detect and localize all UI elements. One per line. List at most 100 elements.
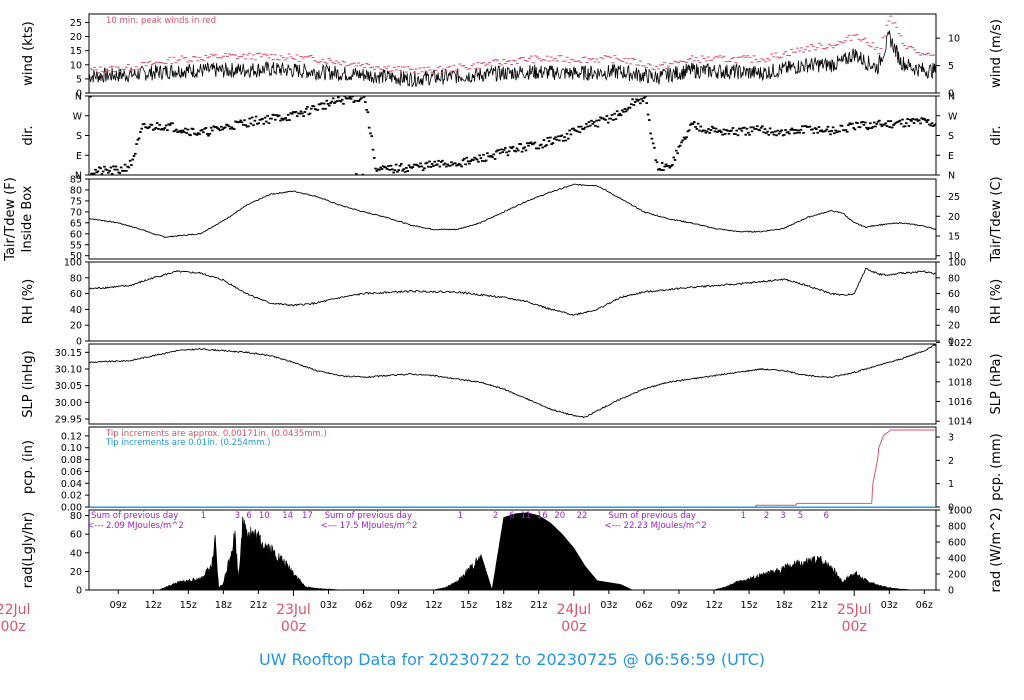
dir-point <box>796 132 799 134</box>
pcp-left-tick-label: 0.02 <box>61 491 82 502</box>
dir-point <box>498 149 501 151</box>
day-label-time: 00z <box>842 619 867 635</box>
time-tick-label: 15z <box>180 600 197 611</box>
dir-point <box>485 160 488 162</box>
panel-dir: NESWNNESWNdir. dir. <box>21 92 1004 182</box>
dir-point <box>171 122 174 124</box>
panel-rh: 020406080100020406080100RH (%) RH (%) <box>21 258 1004 348</box>
time-tick-label: 18z <box>776 600 793 611</box>
dir-point <box>908 125 911 127</box>
dir-point <box>728 133 731 135</box>
dir-point <box>251 117 254 119</box>
dir-point <box>169 124 172 126</box>
slp-left-tick-label: 29.95 <box>55 415 82 426</box>
dir-point <box>710 129 713 131</box>
rad-hour-mark: 14 <box>282 511 293 521</box>
dir-point <box>561 135 564 137</box>
dir-point <box>631 98 634 100</box>
dir-point <box>134 153 137 155</box>
dir-point <box>192 128 195 130</box>
dir-point <box>302 115 305 117</box>
dir-point <box>381 168 384 170</box>
dir-point <box>233 128 236 130</box>
dir-point <box>358 100 361 102</box>
dir-point <box>477 161 480 163</box>
time-tick-label: 18z <box>495 600 512 611</box>
dir-point <box>430 166 433 168</box>
dir-point <box>624 108 627 110</box>
dir-point <box>301 113 304 115</box>
dir-point <box>620 114 623 116</box>
wind-left-tick-label: 15 <box>70 46 82 57</box>
dir-point <box>746 128 749 130</box>
dir-point <box>863 124 866 126</box>
dir-point <box>298 113 301 115</box>
dir-point <box>397 169 400 171</box>
dir-point <box>886 125 889 127</box>
dir-point <box>514 151 517 153</box>
dir-point <box>816 132 819 134</box>
dir-point <box>674 159 677 161</box>
rh-plot <box>89 268 936 315</box>
dir-point <box>243 119 246 121</box>
dir-point <box>652 142 655 144</box>
dir-point <box>693 121 696 123</box>
dir-point <box>482 154 485 156</box>
dir-point <box>328 105 331 107</box>
temp-right-tick-label: 25 <box>948 192 960 203</box>
dir-point <box>890 120 893 122</box>
dir-point <box>845 129 848 131</box>
dir-point <box>787 131 790 133</box>
dir-point <box>219 129 222 131</box>
rad-right-tick-label: 800 <box>948 522 966 533</box>
dir-point <box>373 157 376 159</box>
dir-point <box>158 124 161 126</box>
dir-point <box>675 150 678 152</box>
dir-point <box>813 132 816 134</box>
rad-hour-mark: 1 <box>458 511 463 521</box>
dir-point <box>406 170 409 172</box>
dir-point <box>802 132 805 134</box>
wind-ylabel-left: wind (kts) <box>21 21 36 85</box>
dir-point <box>436 164 439 166</box>
dir-point <box>651 138 654 140</box>
dir-point <box>585 123 588 125</box>
dir-point <box>580 126 583 128</box>
dir-point <box>151 124 154 126</box>
day-label-time: 00z <box>561 619 586 635</box>
dir-point <box>834 130 837 132</box>
dir-point <box>783 134 786 136</box>
dir-point <box>566 133 569 135</box>
dir-point <box>612 119 615 121</box>
dir-point <box>449 165 452 167</box>
dir-point <box>476 159 479 161</box>
dir-point <box>723 129 726 131</box>
temp-plot <box>89 184 936 237</box>
dir-point <box>891 127 894 129</box>
dir-left-tick-label: S <box>76 131 82 142</box>
dir-point <box>288 119 291 121</box>
dir-point <box>696 128 699 130</box>
dir-point <box>295 111 298 113</box>
dir-point <box>340 101 343 103</box>
dir-point <box>388 169 391 171</box>
dir-point <box>286 119 289 121</box>
dir-point <box>534 142 537 144</box>
dir-point <box>797 130 800 132</box>
rad-hour-mark: 1 <box>201 511 206 521</box>
rad-hour-mark: 10 <box>259 511 270 521</box>
dir-point <box>360 97 363 99</box>
dir-point <box>291 113 294 115</box>
dir-point <box>278 115 281 117</box>
dir-point <box>750 126 753 128</box>
dir-point <box>774 131 777 133</box>
temp-left-tick-label: 80 <box>70 185 82 196</box>
dir-point <box>372 149 375 151</box>
dir-point <box>113 169 116 171</box>
temp-left-tick-label: 55 <box>70 240 82 251</box>
dir-point <box>439 166 442 168</box>
dir-point <box>734 133 737 135</box>
dir-point <box>811 129 814 131</box>
dir-point <box>187 129 190 131</box>
dir-point <box>865 127 868 129</box>
